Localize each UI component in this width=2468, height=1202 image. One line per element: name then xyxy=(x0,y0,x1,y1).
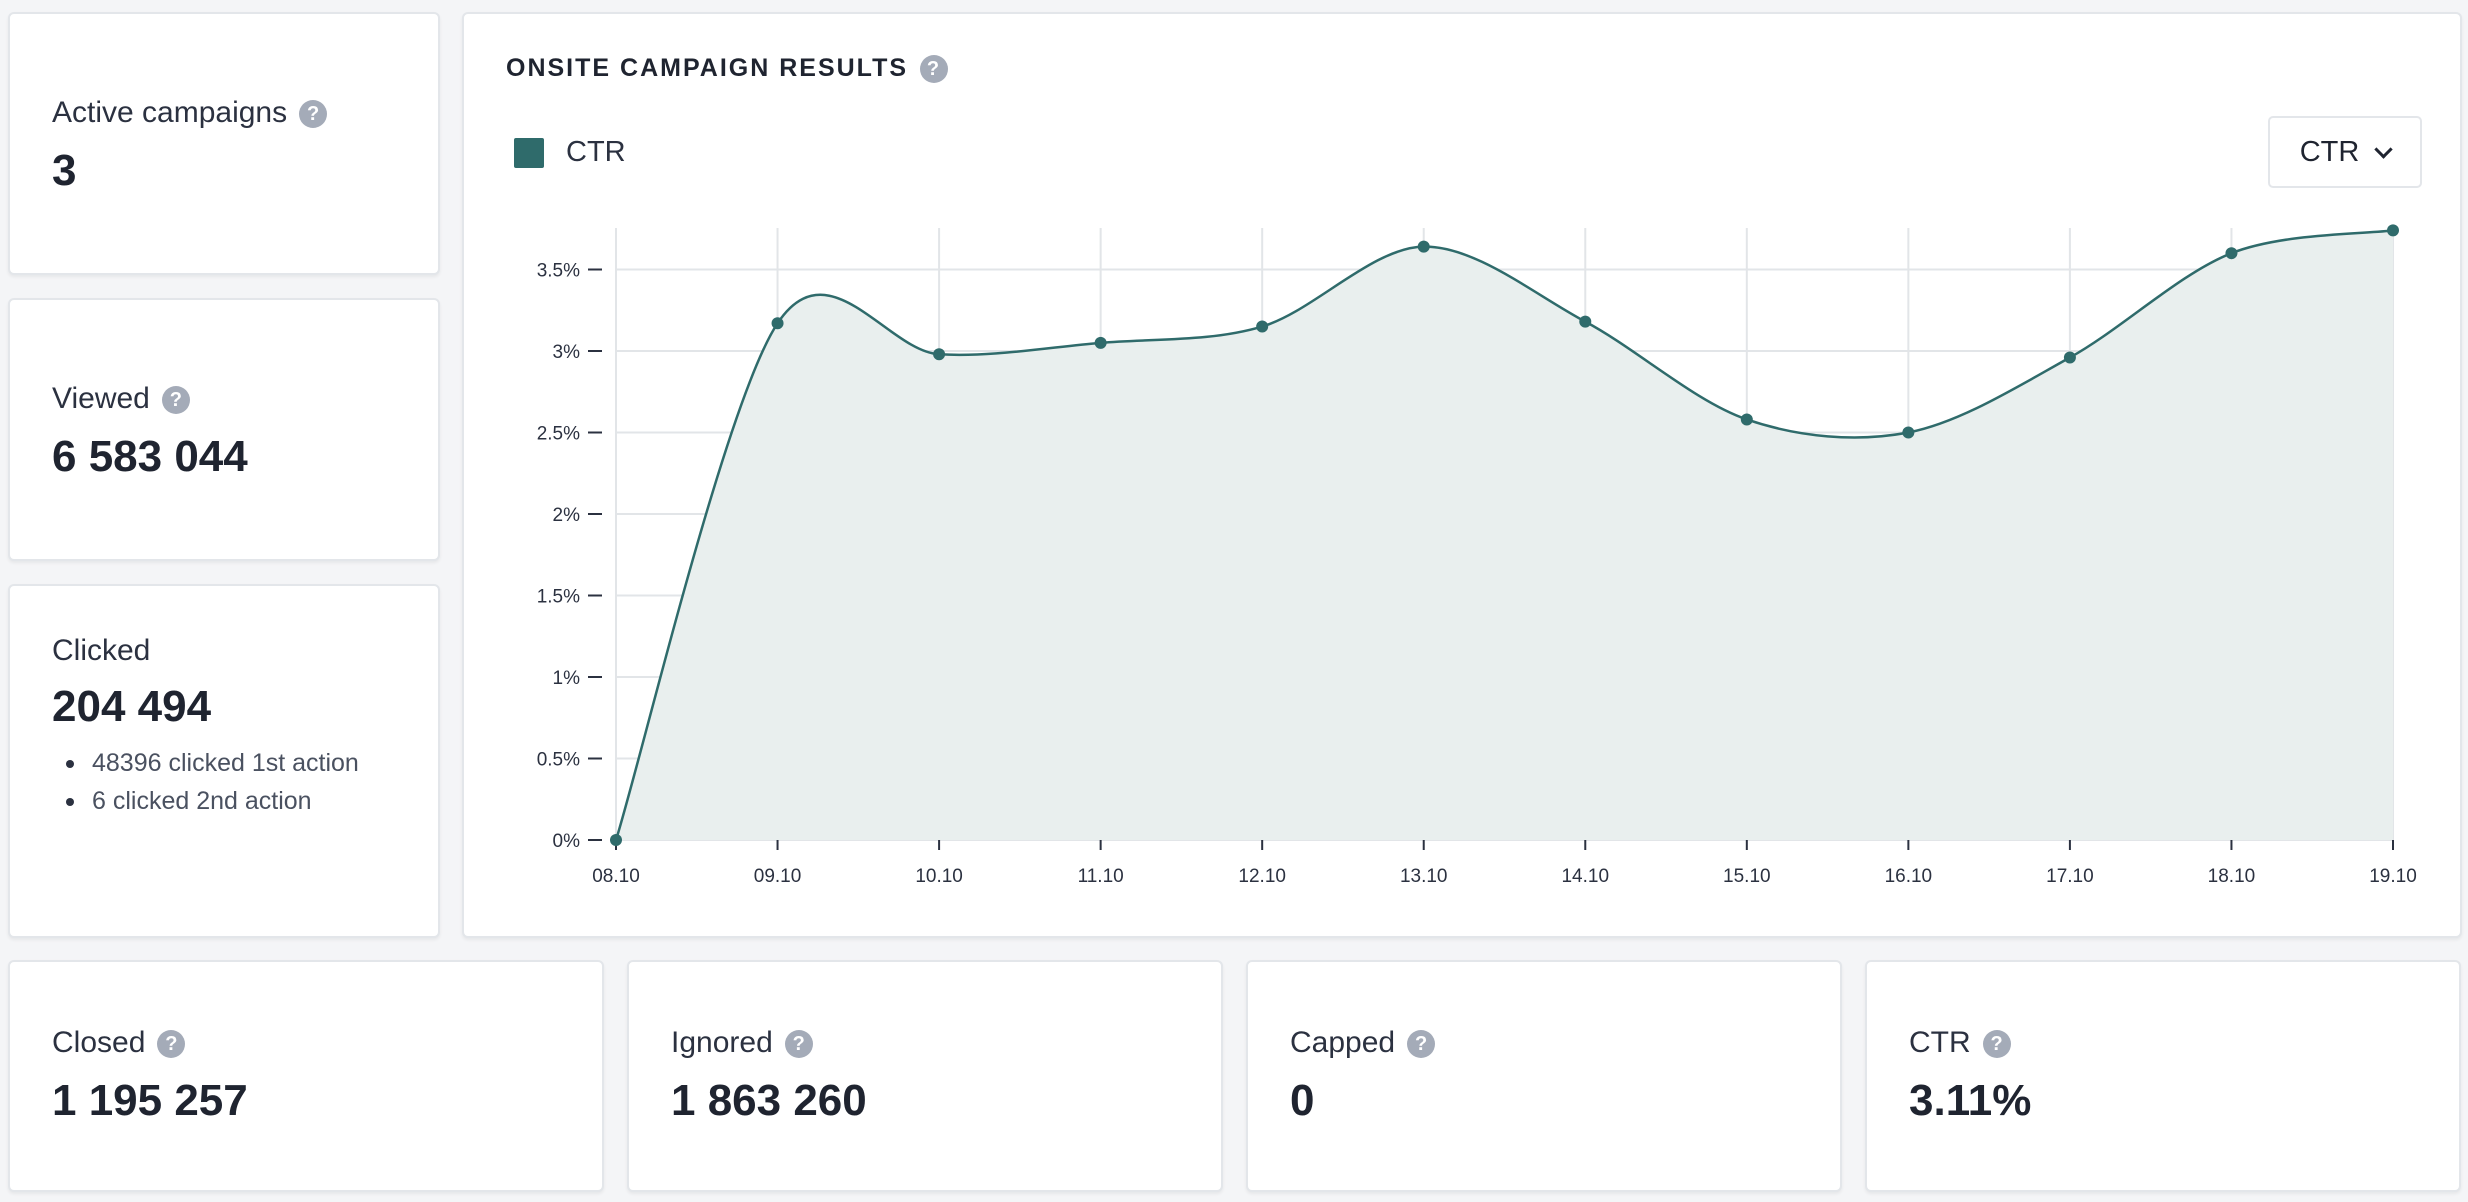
x-tick-label: 19.10 xyxy=(2369,866,2417,887)
help-icon[interactable]: ? xyxy=(1982,1030,2011,1059)
list-item: 6 clicked 2nd action xyxy=(52,782,359,820)
area-fill xyxy=(616,230,2393,840)
stat-value-ctr: 3.11% xyxy=(1909,1076,2032,1125)
y-tick-label: 2.5% xyxy=(537,423,580,444)
help-icon[interactable]: ? xyxy=(299,100,328,129)
help-icon[interactable]: ? xyxy=(157,1030,186,1059)
metric-select-value: CTR xyxy=(2299,135,2360,168)
y-tick-label: 0% xyxy=(553,831,581,852)
x-tick-label: 11.10 xyxy=(1078,866,1124,887)
x-tick-label: 09.10 xyxy=(754,866,802,887)
stat-label: Viewed? xyxy=(52,382,190,416)
stat-label: Active campaigns? xyxy=(52,96,328,130)
x-tick-label: 18.10 xyxy=(2208,866,2256,887)
y-tick-label: 1% xyxy=(553,668,581,689)
stat-label: CTR? xyxy=(1909,1026,2011,1060)
stat-card-capped: Capped? 0 xyxy=(1246,960,1842,1192)
x-tick-label: 08.10 xyxy=(592,866,640,887)
data-point xyxy=(2063,351,2076,364)
y-tick-label: 0.5% xyxy=(537,749,580,770)
help-icon[interactable]: ? xyxy=(784,1030,813,1059)
stat-label: Ignored? xyxy=(671,1026,813,1060)
data-point xyxy=(771,317,784,330)
y-tick-label: 1.5% xyxy=(537,586,580,607)
data-point xyxy=(610,834,622,846)
x-tick-label: 12.10 xyxy=(1238,866,1286,887)
stat-card-clicked: Clicked 204 494 48396 clicked 1st action… xyxy=(8,584,440,938)
y-tick-label: 2% xyxy=(553,505,581,526)
data-point xyxy=(1902,426,1915,439)
x-tick-label: 13.10 xyxy=(1400,866,1448,887)
help-icon[interactable]: ? xyxy=(161,386,190,415)
stat-label: Closed? xyxy=(52,1026,186,1060)
x-tick-label: 15.10 xyxy=(1723,866,1771,887)
list-item: 48396 clicked 1st action xyxy=(52,744,359,782)
stat-card-active-campaigns: Active campaigns? 3 xyxy=(8,12,440,275)
chart-panel: ONSITE CAMPAIGN RESULTS? CTR CTR 0% 0.5% 1… xyxy=(462,12,2462,938)
stat-value-ignored: 1 863 260 xyxy=(671,1076,867,1125)
data-point xyxy=(2387,224,2399,237)
stat-label: Capped? xyxy=(1290,1026,1436,1060)
metric-select[interactable]: CTR xyxy=(2268,116,2422,188)
data-point xyxy=(1740,413,1753,426)
help-icon[interactable]: ? xyxy=(1407,1030,1436,1059)
data-point xyxy=(1256,320,1269,333)
data-point xyxy=(1094,336,1107,349)
x-tick-label: 17.10 xyxy=(2046,866,2094,887)
stat-value-viewed: 6 583 044 xyxy=(52,432,248,481)
chart-title: ONSITE CAMPAIGN RESULTS? xyxy=(506,54,949,84)
stat-value-active-campaigns: 3 xyxy=(52,146,77,195)
y-tick-label: 3% xyxy=(553,342,581,363)
clicked-details-list: 48396 clicked 1st action 6 clicked 2nd a… xyxy=(52,744,359,820)
data-point xyxy=(933,348,946,361)
x-tick-label: 14.10 xyxy=(1561,866,1609,887)
stat-card-viewed: Viewed? 6 583 044 xyxy=(8,298,440,561)
legend-swatch xyxy=(514,137,544,168)
stat-label: Clicked xyxy=(52,634,151,667)
stat-card-ctr: CTR? 3.11% xyxy=(1865,960,2461,1192)
stat-card-closed: Closed? 1 195 257 xyxy=(8,960,604,1192)
data-point xyxy=(2225,247,2238,260)
y-tick-label: 3.5% xyxy=(537,260,580,281)
stat-card-ignored: Ignored? 1 863 260 xyxy=(627,960,1223,1192)
stat-value-closed: 1 195 257 xyxy=(52,1076,248,1125)
stat-value-capped: 0 xyxy=(1290,1076,1315,1125)
x-tick-label: 16.10 xyxy=(1885,866,1933,887)
data-point xyxy=(1417,240,1430,253)
x-tick-label: 10.10 xyxy=(915,866,963,887)
help-icon[interactable]: ? xyxy=(920,55,949,84)
chart-legend: CTR xyxy=(514,136,626,169)
stat-value-clicked: 204 494 xyxy=(52,682,212,731)
legend-label: CTR xyxy=(566,136,626,168)
ctr-area-chart: 0% 0.5% 1% 1.5% 2% 2.5% 3% 3.5% 08.10 09.10 10.10 1… xyxy=(537,224,2417,887)
data-point xyxy=(1579,315,1592,328)
